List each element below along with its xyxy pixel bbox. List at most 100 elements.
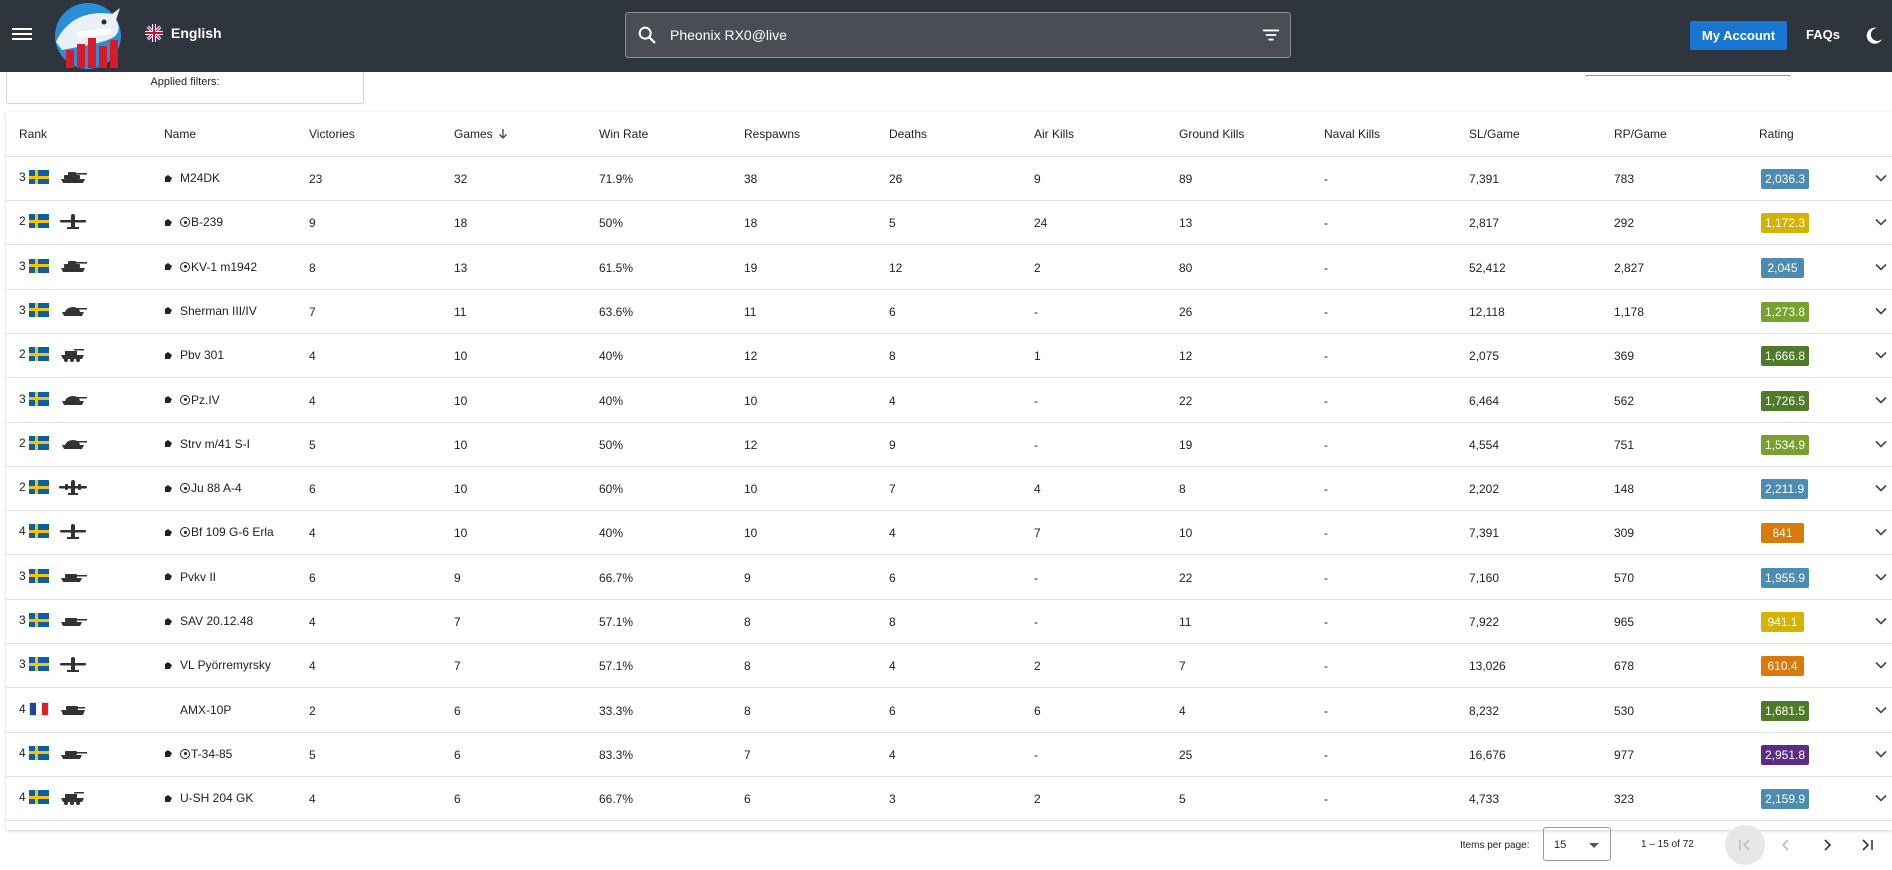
table-row[interactable]: 4 U-SH 204 GK 4 6 66.7% 6 3 2 5 - 4,733 323 2,159.9 — [6, 777, 1892, 822]
vehicle-name-cell[interactable]: M24DK — [164, 171, 220, 185]
column-header-respawns[interactable]: Respawns — [744, 127, 801, 141]
rank-value: 4 — [19, 790, 26, 805]
rank-value: 3 — [19, 302, 26, 317]
table-row[interactable]: 4 T-34-85 5 6 83.3% 7 4 - 25 - 16,676 977 2,951.8 — [6, 733, 1892, 777]
chevron-down-icon[interactable] — [1875, 396, 1887, 404]
language-selector[interactable]: English — [145, 24, 222, 42]
previous-page-button[interactable] — [1766, 825, 1806, 865]
chevron-down-icon[interactable] — [1875, 661, 1887, 669]
sl-game-cell: 8,232 — [1469, 703, 1500, 718]
table-row[interactable]: 3 Sherman III/IV 7 11 63.6% 11 6 - 26 - 12,118 1,1… — [6, 290, 1892, 334]
vehicle-name-cell[interactable]: Strv m/41 S-I — [164, 437, 250, 451]
table-row[interactable]: 4 AMX-10P 2 6 33.3% 8 6 6 4 - 8,232 530 1,681.5 — [6, 689, 1892, 733]
chevron-down-icon[interactable] — [1875, 484, 1887, 492]
respawns-cell: 8 — [744, 615, 751, 629]
vehicle-name-cell[interactable]: T-34-85 — [164, 747, 232, 761]
chevron-down-icon[interactable] — [1875, 174, 1887, 182]
player-search[interactable] — [625, 12, 1291, 58]
chevron-down-icon[interactable] — [1875, 218, 1887, 226]
vehicle-name-cell[interactable]: Bf 109 G-6 Erla — [164, 525, 274, 539]
vehicle-name-cell[interactable]: SAV 20.12.48 — [164, 614, 253, 628]
column-header-deaths[interactable]: Deaths — [889, 127, 928, 141]
chevron-down-icon[interactable] — [1875, 440, 1887, 448]
column-header-rp-game[interactable]: RP/Game — [1614, 127, 1667, 141]
victories-cell: 23 — [309, 172, 323, 186]
table-row[interactable]: 3 KV-1 m1942 8 13 61.5% 19 12 2 80 - 52,412 2,827 2… — [6, 246, 1892, 290]
vehicle-name-cell[interactable]: AMX-10P — [164, 703, 231, 717]
respawns-cell: 7 — [744, 747, 751, 762]
chevron-down-icon[interactable] — [1875, 794, 1887, 802]
column-header-name[interactable]: Name — [164, 127, 197, 141]
rank-value: 3 — [19, 170, 26, 184]
sl-game-cell: 2,075 — [1469, 349, 1500, 364]
chevron-down-icon[interactable] — [1875, 706, 1887, 714]
column-header-rank[interactable]: Rank — [19, 127, 48, 141]
table-row[interactable]: 2 B-239 9 18 50% 18 5 24 13 - 2,817 292 1,172.3 — [6, 201, 1892, 246]
vehicle-name-cell[interactable]: Pz.IV — [164, 393, 220, 407]
vehicle-name-cell[interactable]: VL Pyörremyrsky — [164, 658, 271, 672]
first-page-button[interactable] — [1725, 825, 1765, 865]
rank-cell: 2 — [19, 479, 88, 496]
ground-kills-cell: 19 — [1179, 437, 1193, 452]
filter-icon[interactable] — [1260, 24, 1282, 46]
vehicle-name-cell[interactable]: Pbv 301 — [164, 348, 224, 362]
ground-kills-cell: 5 — [1179, 792, 1186, 807]
vehicle-name-cell[interactable]: U-SH 204 GK — [164, 791, 253, 805]
table-row[interactable]: 3 SAV 20.12.48 4 7 57.1% 8 8 - 11 - 7,922 965 941.1 — [6, 600, 1892, 644]
menu-icon[interactable] — [12, 25, 32, 45]
column-header-rating[interactable]: Rating — [1759, 127, 1794, 141]
shark-logo[interactable] — [46, 2, 130, 70]
items-per-page-select[interactable]: 15 — [1543, 827, 1611, 861]
win-rate-cell: 61.5% — [599, 260, 634, 275]
respawns-cell: 9 — [744, 570, 751, 585]
premium-icon — [165, 174, 172, 182]
chevron-down-icon[interactable] — [1875, 617, 1887, 625]
chevron-down-icon[interactable] — [1875, 528, 1887, 537]
ground-kills-cell: 12 — [1179, 349, 1193, 364]
sweden-flag-icon — [28, 613, 49, 627]
table-row[interactable]: 2 Pbv 301 4 10 40% 12 8 1 12 - 2,075 369 1,666.8 — [6, 334, 1892, 379]
sl-game-cell: 13,026 — [1469, 659, 1506, 674]
dark-mode-icon[interactable] — [1864, 26, 1884, 46]
vehicle-name-cell[interactable]: Pvkv II — [164, 570, 216, 584]
chevron-down-icon[interactable] — [1875, 307, 1887, 315]
sl-game-cell: 7,391 — [1469, 526, 1500, 541]
column-header-ground-kills[interactable]: Ground Kills — [1179, 127, 1245, 141]
chevron-down-icon[interactable] — [1875, 263, 1887, 271]
fighter-plane-icon — [59, 524, 86, 540]
table-row[interactable]: 3 M24DK 23 32 71.9% 38 26 9 89 - 7,391 783 2,036.3 — [6, 157, 1892, 201]
column-header-air-kills[interactable]: Air Kills — [1034, 127, 1075, 141]
chevron-down-icon[interactable] — [1875, 351, 1887, 359]
search-input[interactable] — [670, 27, 1260, 43]
last-page-button[interactable] — [1847, 825, 1887, 865]
naval-kills-cell: - — [1324, 349, 1328, 364]
table-row[interactable]: 4 Bf 109 G-6 Erla 4 10 40% 10 4 7 10 - 7,391 309 84… — [6, 511, 1892, 556]
event-vehicle-icon — [180, 261, 190, 272]
air-kills-cell: - — [1034, 570, 1038, 585]
rank-value: 4 — [19, 524, 26, 539]
column-header-victories[interactable]: Victories — [309, 127, 355, 141]
respawns-cell: 19 — [744, 260, 758, 275]
column-header-naval-kills[interactable]: Naval Kills — [1324, 127, 1381, 141]
table-row[interactable]: 2 Ju 88 A-4 6 10 60% 10 7 4 8 - 2,202 148 2,211.9 — [6, 467, 1892, 512]
chevron-down-icon[interactable] — [1875, 573, 1887, 581]
table-row[interactable]: 3 Pz.IV 4 10 40% 10 4 - 22 - 6,464 562 1,726.5 — [6, 379, 1892, 423]
rank-value: 3 — [19, 391, 26, 406]
sl-game-cell: 7,391 — [1469, 172, 1500, 186]
column-header-games[interactable]: Games — [454, 127, 508, 141]
table-row[interactable]: 3 Pvkv II 6 9 66.7% 9 6 - 22 - 7,160 570 1,955.9 — [6, 556, 1892, 600]
vehicle-name-cell[interactable]: KV-1 m1942 — [164, 260, 257, 274]
table-row[interactable]: 2 Strv m/41 S-I 5 10 50% 12 9 - 19 - 4,554 751 1,53… — [6, 423, 1892, 467]
column-header-win-rate[interactable]: Win Rate — [599, 127, 649, 141]
chevron-down-icon[interactable] — [1875, 750, 1887, 758]
table-row[interactable]: 3 VL Pyörremyrsky 4 7 57.1% 8 4 2 7 - 13,026 678 61… — [6, 644, 1892, 689]
deaths-cell: 9 — [889, 437, 896, 452]
bomber-plane-icon — [58, 480, 87, 496]
my-account-button[interactable]: My Account — [1690, 21, 1787, 50]
next-page-button[interactable] — [1807, 825, 1847, 865]
vehicle-name-cell[interactable]: Sherman III/IV — [164, 304, 257, 318]
vehicle-name-cell[interactable]: Ju 88 A-4 — [164, 481, 242, 495]
column-header-sl-game[interactable]: SL/Game — [1469, 127, 1520, 141]
faqs-link[interactable]: FAQs — [1806, 27, 1840, 42]
vehicle-name-cell[interactable]: B-239 — [164, 215, 223, 229]
